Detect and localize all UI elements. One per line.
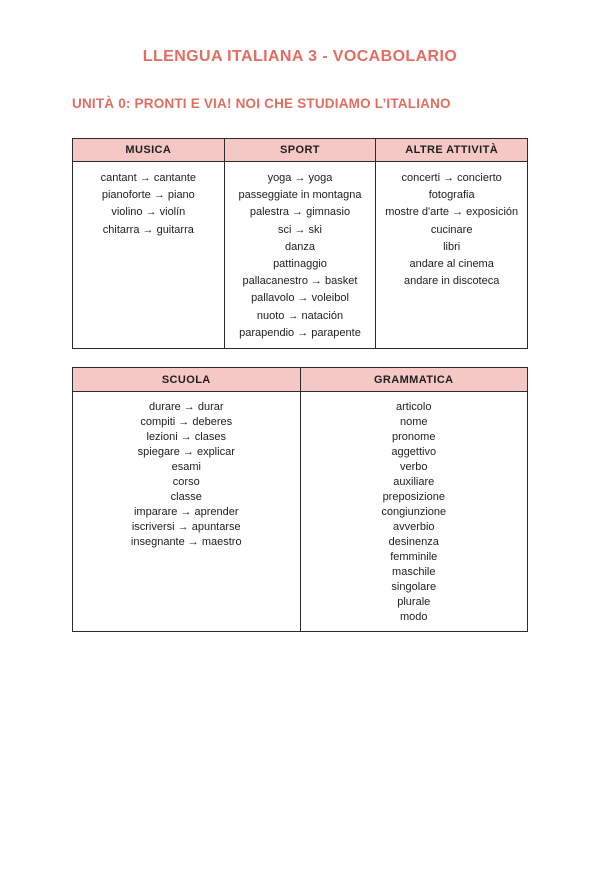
vocab-line: parapendio → parapente	[239, 326, 361, 339]
vocab-line: articolo	[396, 401, 432, 414]
unit-heading: UNITÀ 0: PRONTI E VIA! NOI CHE STUDIAMO …	[72, 96, 451, 111]
vocab-table-activities: MUSICA SPORT ALTRE ATTIVITÀ cantant → ca…	[72, 138, 528, 350]
column-cell-scuola: durare → durar compiti → deberes lezioni →…	[72, 391, 301, 633]
vocab-line: pronome	[392, 431, 436, 444]
table-header-row: SCUOLA GRAMMATICA	[72, 367, 528, 393]
vocab-line: fotografia	[428, 189, 475, 202]
vocab-line: palestra → gimnasio	[249, 206, 351, 219]
vocab-line: aggettivo	[391, 446, 437, 459]
vocab-line: cantant → cantante	[100, 172, 197, 184]
vocab-line: yoga → yoga	[267, 172, 333, 184]
vocab-line: femminile	[390, 551, 438, 564]
table-body: durare → durar compiti → deberes lezioni →…	[72, 391, 528, 633]
vocab-line: spiegare → explicar	[137, 446, 235, 459]
vocab-line: pallavolo → voleibol	[251, 292, 349, 305]
vocab-line: desinenza	[388, 536, 439, 549]
vocab-line: concerti → concierto	[401, 172, 502, 184]
column-header-musica: MUSICA	[72, 138, 225, 162]
table-row: MUSICA SPORT ALTRE ATTIVITÀ	[72, 138, 528, 162]
table-row: SCUOLA GRAMMATICA	[72, 367, 528, 393]
vocab-line: nome	[399, 416, 428, 429]
vocab-line: singolare	[391, 581, 437, 594]
vocab-line: preposizione	[382, 491, 445, 504]
vocab-line: andare in discoteca	[403, 275, 500, 288]
column-header-altre-attivita: ALTRE ATTIVITÀ	[375, 138, 528, 162]
vocab-table-school-grammar: SCUOLA GRAMMATICA durare → durar compiti …	[72, 367, 528, 633]
vocab-line: insegnante → maestro	[130, 536, 242, 549]
vocab-line: passeggiate in montagna	[238, 189, 362, 202]
vocab-line: classe	[170, 491, 202, 504]
vocab-line: plurale	[397, 596, 431, 609]
column-cell-altre-attivita: concerti → concierto fotografia mostre d'a…	[375, 160, 528, 350]
vocab-line: pianoforte → piano	[101, 189, 195, 202]
vocab-line: verbo	[399, 461, 428, 474]
vocab-line: compiti → deberes	[140, 416, 233, 429]
table-row: cantant → cantante pianoforte → piano viol…	[72, 160, 528, 350]
vocab-line: andare al cinema	[409, 258, 494, 271]
vocab-line: libri	[443, 240, 461, 253]
vocab-line: iscriversi → apuntarse	[131, 521, 241, 534]
table-header-row: MUSICA SPORT ALTRE ATTIVITÀ	[72, 138, 528, 162]
vocab-line: durare → durar	[148, 401, 224, 414]
vocab-line: violino → violín	[111, 206, 186, 219]
vocabulary-document-page: LLENGUA ITALIANA 3 - VOCABOLARIO UNITÀ 0…	[0, 48, 600, 633]
vocab-line: sci → ski	[277, 223, 322, 236]
vocab-line: mostre d'arte → exposición	[385, 206, 519, 219]
vocab-line: danza	[284, 240, 315, 253]
vocab-line: pattinaggio	[273, 258, 327, 271]
column-header-grammatica: GRAMMATICA	[299, 367, 528, 393]
vocab-line: imparare → aprender	[133, 506, 239, 519]
table-body: cantant → cantante pianoforte → piano viol…	[72, 160, 528, 350]
column-header-scuola: SCUOLA	[72, 367, 301, 393]
table-row: durare → durar compiti → deberes lezioni →…	[72, 391, 528, 633]
vocab-line: maschile	[392, 566, 436, 579]
vocab-line: modo	[399, 611, 428, 624]
vocab-line: pallacanestro → basket	[242, 275, 358, 288]
page-title: LLENGUA ITALIANA 3 - VOCABOLARIO	[142, 48, 458, 65]
vocab-line: auxiliare	[393, 476, 435, 489]
column-cell-grammatica: articolo nome pronome aggettivo verbo auxilia…	[299, 391, 528, 633]
column-header-sport: SPORT	[223, 138, 377, 162]
vocab-line: chitarra → guitarra	[102, 223, 194, 236]
vocab-line: cucinare	[430, 223, 473, 236]
vocab-line: corso	[172, 476, 200, 489]
vocab-line: lezioni → clases	[146, 431, 226, 444]
vocab-line: nuoto → natación	[256, 309, 344, 322]
vocab-line: esami	[171, 461, 201, 474]
column-cell-sport: yoga → yoga passeggiate in montagna palest…	[223, 160, 377, 350]
vocab-line: congiunzione	[381, 506, 447, 519]
vocab-line: avverbio	[392, 521, 435, 534]
column-cell-musica: cantant → cantante pianoforte → piano viol…	[72, 160, 225, 350]
